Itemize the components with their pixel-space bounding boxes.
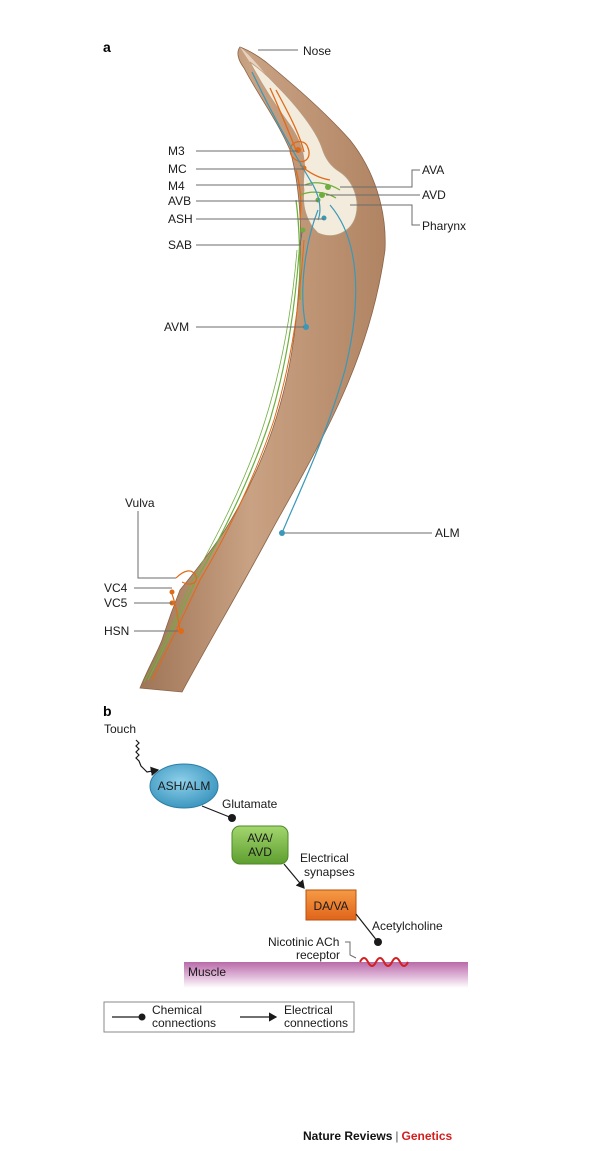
legend-chemical-label-line2: connections: [152, 1016, 216, 1030]
receptor-label-line1: Nicotinic ACh: [268, 935, 339, 949]
muscle-band: [184, 962, 468, 988]
touch-label: Touch: [104, 722, 136, 736]
acetylcholine-connection: [355, 913, 379, 943]
glutamate-label: Glutamate: [222, 797, 278, 811]
legend-box: [103, 1001, 355, 1033]
panel-a-leaders: [134, 49, 432, 632]
receptor-wave: [359, 957, 409, 967]
credit-separator: |: [395, 1129, 399, 1143]
legend-electrical-label-line2: connections: [284, 1016, 348, 1030]
label-vulva: Vulva: [125, 496, 155, 510]
motor-neuron-label: DA/VA: [313, 899, 348, 913]
acetylcholine-synapse-dot: [374, 938, 382, 946]
label-pharynx: Pharynx: [422, 219, 466, 233]
sab-soma: [300, 227, 306, 233]
journal-credit: Nature Reviews | Genetics: [303, 1129, 452, 1143]
label-vc4: VC4: [104, 581, 128, 595]
vulva-neurons: [171, 570, 197, 632]
receptor-leader: [345, 941, 357, 959]
label-nose: Nose: [303, 44, 331, 58]
legend-chemical-dot: [138, 1013, 146, 1021]
glutamate-connection: [201, 805, 233, 819]
glutamate-synapse-dot: [228, 814, 236, 822]
label-ash: ASH: [168, 212, 193, 226]
legend-chemical-label-line1: Chemical: [152, 1003, 202, 1017]
panel-a-label: a: [103, 39, 111, 55]
electrical-synapses-label-line2: synapses: [304, 865, 355, 879]
label-mc: MC: [168, 162, 187, 176]
avd-soma: [319, 192, 325, 198]
ash-soma: [321, 215, 327, 221]
head-motor-neurons: [269, 87, 331, 221]
label-avd: AVD: [422, 188, 446, 202]
hsn-soma: [178, 628, 184, 634]
label-m4: M4: [168, 179, 185, 193]
label-vc5: VC5: [104, 596, 128, 610]
alm-soma: [279, 530, 285, 536]
label-sab: SAB: [168, 238, 192, 252]
vc4-soma: [169, 589, 175, 595]
publisher-name: Nature Reviews: [303, 1129, 393, 1143]
ventral-nerve-cord: [143, 239, 305, 683]
sensory-neuron-label: ASH/ALM: [158, 779, 211, 793]
touch-stimulus-arrow: [135, 739, 160, 777]
journal-name: Genetics: [401, 1129, 453, 1143]
receptor-label-line2: receptor: [296, 948, 340, 962]
motor-neuron-node: [305, 889, 357, 921]
legend-electrical-label-line1: Electrical: [284, 1003, 333, 1017]
label-avb: AVB: [168, 194, 191, 208]
label-hsn: HSN: [104, 624, 129, 638]
interneuron-label-line1: AVA/: [247, 831, 273, 845]
label-alm: ALM: [435, 526, 460, 540]
electrical-synapses-label-line1: Electrical: [300, 851, 349, 865]
label-ava: AVA: [422, 163, 444, 177]
acetylcholine-label: Acetylcholine: [372, 919, 443, 933]
sensory-neuron-node: [149, 763, 219, 809]
panel-b-label: b: [103, 703, 112, 719]
interneuron-label-line2: AVD: [248, 845, 272, 859]
m3-soma: [295, 147, 301, 153]
avm-soma: [303, 324, 309, 330]
mechanosensory-processes: [251, 71, 357, 534]
electrical-connection: [283, 863, 305, 889]
label-avm: AVM: [164, 320, 189, 334]
interneuron-node: [231, 825, 289, 865]
label-m3: M3: [168, 144, 185, 158]
muscle-label: Muscle: [188, 965, 226, 979]
ava-soma: [325, 184, 331, 190]
